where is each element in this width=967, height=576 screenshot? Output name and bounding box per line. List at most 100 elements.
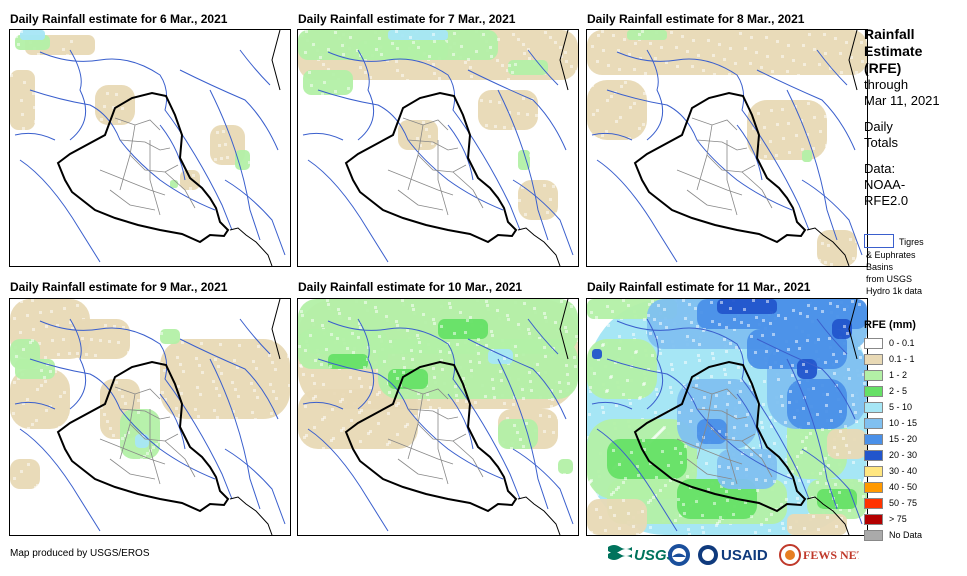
legend-swatch (864, 386, 883, 397)
legend-title: RFE (mm) (864, 319, 916, 331)
legend-swatch (864, 434, 883, 445)
legend-item: > 75 (864, 513, 964, 527)
rainfall-layer (10, 299, 290, 489)
sidebar-through: through (864, 77, 909, 92)
legend-swatch (864, 418, 883, 429)
rainfall-layer (587, 30, 867, 266)
rainfall-map (9, 29, 291, 267)
rainfall-map (297, 298, 579, 536)
country-border (344, 360, 518, 513)
province-borders (99, 386, 196, 485)
coastline (517, 227, 561, 266)
basin-legend-text: from USGS (866, 274, 913, 284)
legend-swatch (864, 482, 883, 493)
basin-legend-text: Basins (866, 262, 894, 272)
coastline (229, 496, 273, 535)
basin-legend-text: Tigres (899, 237, 924, 247)
legend-swatch (864, 514, 883, 525)
country-border (56, 360, 230, 513)
river-basins (591, 49, 863, 263)
svg-text:USGS: USGS (634, 547, 677, 564)
legend-swatch (864, 530, 883, 541)
coastline (517, 496, 561, 535)
usgs-logo: USGS (606, 541, 691, 569)
panel-title: Daily Rainfall estimate for 11 Mar., 202… (587, 280, 811, 294)
coastline (806, 496, 850, 535)
legend-item: 5 - 10 (864, 401, 964, 415)
panel-title: Daily Rainfall estimate for 9 Mar., 2021 (10, 280, 228, 294)
legend-item: 30 - 40 (864, 465, 964, 479)
province-borders (387, 386, 484, 485)
svg-text:FEWS NET: FEWS NET (803, 548, 859, 562)
legend-label: 50 - 75 (889, 498, 918, 508)
legend-label: 5 - 10 (889, 402, 913, 412)
panel-title: Daily Rainfall estimate for 7 Mar., 2021 (298, 12, 516, 26)
rainfall-map (586, 29, 868, 267)
legend-swatch (864, 466, 883, 477)
basin-legend-swatch (864, 234, 894, 248)
sidebar-data-source: RFE2.0 (864, 193, 909, 208)
basin-legend-text: Hydro 1k data (866, 286, 923, 296)
coastline (229, 227, 273, 266)
panel-title: Daily Rainfall estimate for 6 Mar., 2021 (10, 12, 228, 26)
legend-item: 0 - 0.1 (864, 337, 964, 351)
province-borders (676, 386, 773, 485)
panel-title: Daily Rainfall estimate for 10 Mar., 202… (298, 280, 523, 294)
noaa-logo (666, 541, 692, 569)
map-info-panel: Rainfall Estimate (RFE) through Mar 11, … (864, 26, 964, 209)
legend-label: 1 - 2 (889, 370, 908, 380)
legend-item: 15 - 20 (864, 433, 964, 447)
legend-label: 20 - 30 (889, 450, 918, 460)
province-borders (99, 117, 196, 216)
legend-label: 15 - 20 (889, 434, 918, 444)
sidebar-data-source: NOAA- (864, 177, 906, 192)
legend-label: 2 - 5 (889, 386, 908, 396)
sidebar-daily: Totals (864, 135, 898, 150)
legend-item: 40 - 50 (864, 481, 964, 495)
legend-swatch (864, 402, 883, 413)
legend-item: No Data (864, 529, 964, 543)
rainfall-layer (10, 30, 251, 190)
river-basins (302, 318, 574, 532)
legend-swatch (864, 370, 883, 381)
legend-label: > 75 (889, 514, 907, 524)
legend-item: 2 - 5 (864, 385, 964, 399)
legend-item: 20 - 30 (864, 449, 964, 463)
country-border (56, 91, 230, 244)
sidebar-title-line: Estimate (864, 43, 923, 59)
legend-label: 40 - 50 (889, 482, 918, 492)
sidebar-data-source: Data: (864, 161, 896, 176)
legend-item: 0.1 - 1 (864, 353, 964, 367)
rainfall-layer (298, 299, 578, 476)
legend-item: 1 - 2 (864, 369, 964, 383)
footer-credit: Map produced by USGS/EROS (10, 548, 150, 559)
legend-item: 10 - 15 (864, 417, 964, 431)
province-borders (676, 117, 773, 216)
sidebar-daily: Daily (864, 119, 893, 134)
legend-swatch (864, 338, 883, 349)
legend-swatch (864, 498, 883, 509)
country-border (344, 91, 518, 244)
country-border (633, 91, 807, 244)
legend-swatch (864, 450, 883, 461)
legend-label: No Data (889, 530, 923, 540)
coastline (806, 227, 850, 266)
legend-label: 0 - 0.1 (889, 338, 915, 348)
country-border (633, 360, 807, 513)
rainfall-map (586, 298, 868, 536)
province-borders (387, 117, 484, 216)
rainfall-layer (298, 30, 578, 220)
fewsnet-logo: FEWS NET (779, 541, 865, 569)
sidebar-date: Mar 11, 2021 (864, 93, 940, 108)
usaid-logo: USAID (697, 541, 779, 569)
legend-label: 0.1 - 1 (889, 354, 915, 364)
sidebar-title-line: Rainfall (864, 26, 915, 42)
legend-label: 30 - 40 (889, 466, 918, 476)
svg-text:USAID: USAID (721, 547, 768, 564)
legend-label: 10 - 15 (889, 418, 918, 428)
sidebar-title-line: (RFE) (864, 60, 902, 76)
legend-swatch (864, 354, 883, 365)
legend-item: 50 - 75 (864, 497, 964, 511)
rainfall-map (297, 29, 579, 267)
basin-legend-text: & Euphrates (866, 250, 916, 260)
